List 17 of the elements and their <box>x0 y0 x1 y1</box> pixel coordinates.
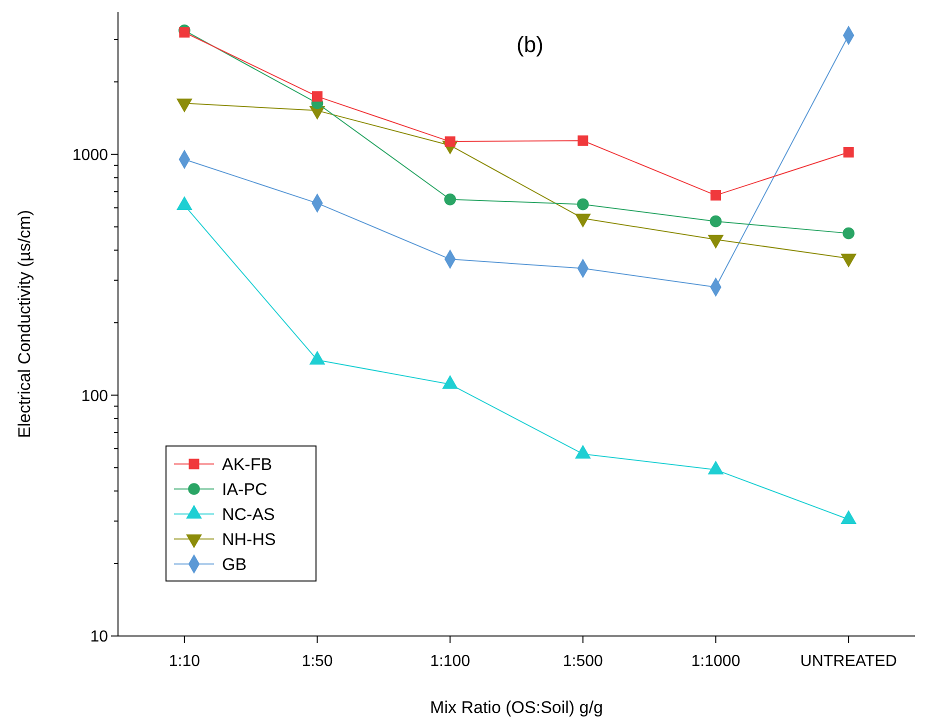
x-tick-label: 1:10 <box>168 653 200 670</box>
legend-label: NC-AS <box>222 504 275 524</box>
legend-label: GB <box>222 554 247 574</box>
y-tick-label: 10 <box>90 628 108 646</box>
x-tick-label: 1:100 <box>430 653 470 670</box>
x-tick-label: UNTREATED <box>800 653 897 670</box>
legend-label: NH-HS <box>222 530 276 549</box>
legend-label: AK-FB <box>222 454 272 474</box>
x-tick-label: 1:500 <box>562 653 604 670</box>
legend-label: IA-PC <box>222 480 268 499</box>
x-axis-title: Mix Ratio (OS:Soil) g/g <box>430 698 603 717</box>
x-tick-label: 1:1000 <box>691 653 740 670</box>
x-tick-label: 1:50 <box>302 653 333 670</box>
y-axis-title: Electrical Conductivity (µs/cm) <box>15 210 34 438</box>
text: (b) <box>516 32 544 57</box>
y-tick-label: 100 <box>81 388 108 405</box>
y-tick-label: 1000 <box>72 146 108 164</box>
